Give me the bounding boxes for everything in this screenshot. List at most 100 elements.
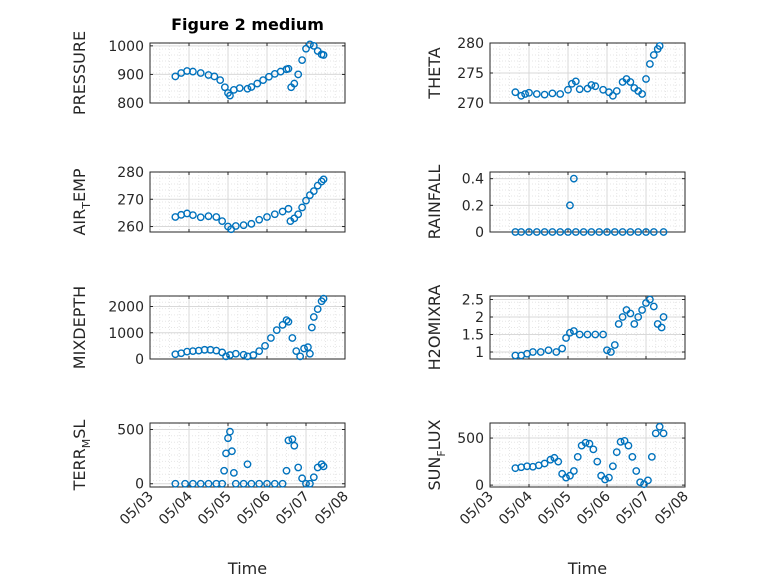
y-tick-label: 0 — [475, 225, 484, 241]
y-tick-label: 0 — [135, 477, 144, 493]
y-tick-label: 0 — [135, 352, 144, 368]
data-point — [307, 323, 316, 332]
y-axis-label: H2OMIXRA — [425, 285, 444, 371]
data-point — [630, 320, 639, 328]
data-point — [612, 87, 621, 95]
figure-title: Figure 2 medium — [171, 15, 324, 34]
data-point — [309, 473, 318, 482]
data-point — [642, 228, 650, 236]
data-point — [568, 79, 576, 88]
data-point — [294, 210, 303, 219]
data-point — [298, 474, 306, 483]
data-point — [319, 175, 328, 184]
data-point — [196, 69, 205, 77]
data-point — [624, 441, 633, 450]
y-axis-label: THETA — [425, 47, 444, 99]
data-point — [564, 85, 572, 94]
data-point — [599, 330, 607, 339]
data-point — [614, 320, 623, 328]
data-point — [196, 479, 205, 488]
data-point — [569, 327, 578, 335]
data-point — [220, 83, 229, 92]
data-point — [263, 213, 271, 221]
data-point — [610, 341, 619, 349]
data-point — [296, 352, 305, 361]
data-point — [659, 313, 668, 321]
data-point — [626, 309, 635, 318]
data-point — [655, 422, 664, 431]
data-point — [620, 436, 629, 445]
y-tick-label: 1000 — [108, 326, 144, 342]
data-point — [540, 228, 549, 236]
data-point — [204, 212, 213, 221]
y-axis-label: TERRMSL — [70, 420, 93, 492]
data-point — [239, 350, 248, 359]
data-point — [532, 228, 541, 236]
data-point — [607, 348, 615, 356]
axes-box — [489, 171, 686, 233]
data-point — [593, 457, 602, 466]
data-point — [216, 76, 225, 85]
data-point — [282, 316, 291, 325]
data-point — [317, 177, 326, 186]
data-point — [544, 346, 553, 355]
data-point — [243, 84, 252, 93]
data-point — [263, 479, 271, 488]
data-point — [212, 213, 221, 221]
y-tick-label: 500 — [457, 431, 484, 447]
data-point — [564, 228, 572, 236]
data-point — [608, 462, 617, 471]
y-tick-label: 260 — [117, 220, 144, 236]
data-point — [317, 460, 326, 469]
data-point — [247, 83, 256, 91]
data-point — [628, 452, 637, 461]
axes-box — [489, 295, 686, 360]
data-point — [536, 348, 545, 356]
data-point — [626, 228, 635, 236]
data-point — [302, 479, 310, 488]
y-tick-label: 275 — [457, 66, 484, 82]
data-point — [305, 349, 314, 358]
data-point — [255, 215, 264, 224]
y-tick-label: 800 — [117, 96, 144, 112]
data-point — [171, 479, 180, 488]
data-point — [579, 228, 588, 236]
data-point — [540, 459, 549, 468]
y-tick-label: 900 — [117, 67, 144, 83]
y-tick-label: 2 — [475, 310, 484, 326]
data-point — [309, 313, 318, 321]
data-point — [229, 468, 238, 477]
data-point — [284, 317, 293, 326]
data-point — [659, 429, 668, 438]
data-point — [585, 439, 594, 448]
data-point — [569, 174, 578, 183]
data-point — [573, 452, 582, 461]
data-point — [583, 330, 592, 339]
data-point — [566, 328, 574, 337]
data-point — [603, 228, 611, 236]
data-point — [270, 479, 279, 488]
data-point — [220, 466, 229, 475]
data-point — [255, 347, 264, 356]
subplot-theta: 270 275 280 THETA — [425, 36, 686, 112]
data-point — [632, 467, 641, 475]
data-point — [255, 479, 264, 488]
data-point — [589, 445, 598, 454]
data-point — [646, 60, 654, 68]
data-point — [309, 41, 318, 50]
data-point — [649, 51, 658, 59]
data-point — [603, 346, 611, 355]
data-point — [575, 330, 584, 339]
data-point — [218, 217, 227, 225]
y-tick-label: 280 — [457, 36, 484, 52]
subplot-rainfall: 0 0.2 0.4 RAINFALL — [425, 165, 686, 241]
data-point — [290, 441, 299, 450]
data-point — [284, 204, 293, 213]
data-point — [319, 51, 328, 59]
data-point — [231, 349, 240, 358]
data-point — [644, 476, 652, 485]
y-axis-label: RAINFALL — [425, 165, 444, 240]
data-point — [517, 91, 526, 100]
y-axis-label: PRESSURE — [70, 31, 89, 115]
data-point — [305, 40, 314, 49]
